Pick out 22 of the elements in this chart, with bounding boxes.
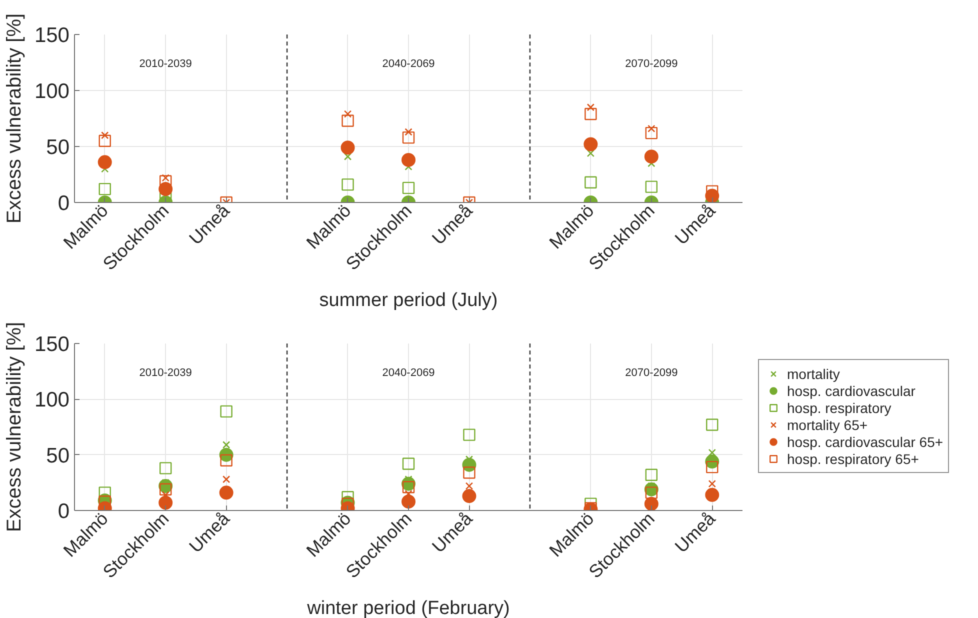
y-tick-label: 150 — [34, 333, 70, 356]
annotation: 2010-2039 — [139, 58, 192, 70]
annotation: 2040-2069 — [382, 58, 435, 70]
y-tick-label: 150 — [34, 24, 70, 47]
legend-label: mortality — [787, 365, 840, 382]
y-tick-label: 100 — [34, 388, 70, 412]
y-tick-label: 50 — [46, 136, 70, 159]
x-axis-title: summer period (July) — [319, 290, 498, 312]
legend-label: hosp. respiratory 65+ — [787, 450, 919, 467]
annotation: 2040-2069 — [382, 366, 435, 379]
y-tick-label: 50 — [46, 444, 70, 468]
annotation: 2010-2039 — [139, 366, 192, 379]
y-axis-title: Excess vulnerability [%] — [3, 322, 26, 532]
y-tick-label: 100 — [34, 80, 70, 103]
annotation: 2070-2099 — [625, 366, 678, 379]
y-axis-title: Excess vulnerability [%] — [3, 13, 26, 224]
x-axis-title: winter period (February) — [306, 598, 510, 618]
annotation: 2070-2099 — [625, 58, 678, 70]
legend-label: mortality 65+ — [787, 416, 868, 433]
legend-label: hosp. cardiovascular 65+ — [787, 433, 944, 450]
legend-label: hosp. cardiovascular — [787, 382, 916, 399]
legend-label: hosp. respiratory — [787, 399, 892, 416]
